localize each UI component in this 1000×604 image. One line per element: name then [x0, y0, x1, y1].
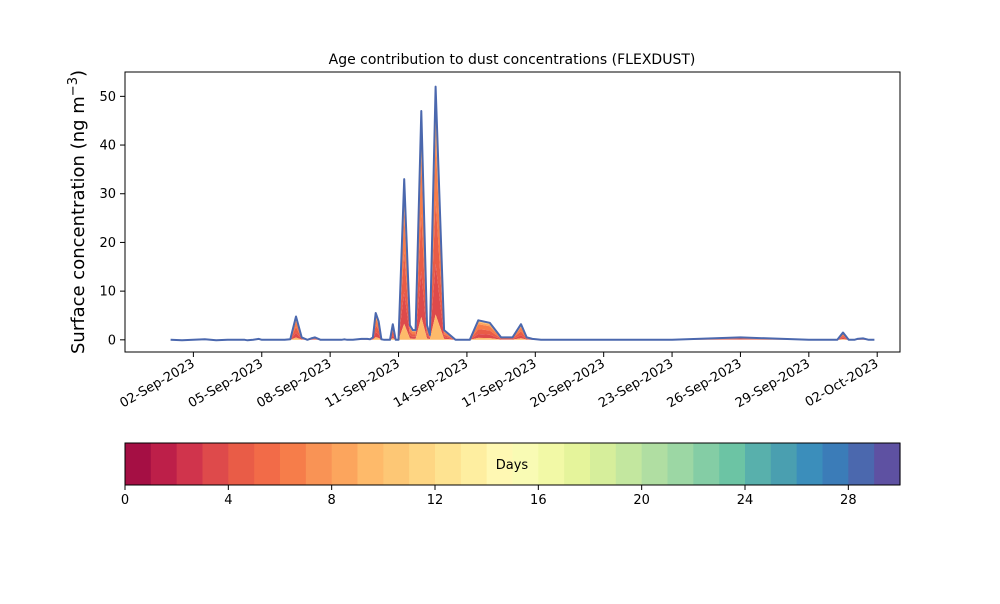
colorbar-cell: [383, 443, 410, 485]
colorbar-cell: [280, 443, 307, 485]
age-fill-band: [170, 137, 875, 341]
colorbar-cell: [770, 443, 798, 485]
colorbar-cell: [822, 443, 849, 485]
colorbar-cell: [874, 443, 901, 485]
y-tick-label: 40: [99, 139, 116, 154]
x-tick-label: 17-Sep-2023: [459, 356, 539, 411]
colorbar-cell: [460, 443, 488, 485]
colorbar-cell: [564, 443, 591, 485]
colorbar-ticks: 0 4 8 12 16 20 24 28: [121, 485, 857, 508]
colorbar-tick-label: 16: [530, 493, 547, 508]
colorbar-cell: [305, 443, 333, 485]
series-line: [170, 85, 875, 342]
y-tick-label: 50: [99, 90, 116, 105]
colorbar-cell: [745, 443, 772, 485]
colorbar-cell: [176, 443, 204, 485]
colorbar-cell: [409, 443, 436, 485]
x-tick-label: 23-Sep-2023: [596, 356, 676, 411]
colorbar-tick-label: 12: [427, 493, 444, 508]
x-axis-ticks: 02-Sep-202305-Sep-202308-Sep-202311-Sep-…: [118, 352, 881, 411]
x-tick-label: 08-Sep-2023: [254, 356, 334, 411]
y-axis-label: Surface concentration (ng m−3): [66, 70, 89, 354]
colorbar-tick-label: 0: [121, 493, 129, 508]
colorbar-cell: [693, 443, 720, 485]
y-axis-label-exponent: −3: [66, 77, 81, 96]
age-fills: [170, 86, 875, 341]
colorbar-cell: [331, 443, 359, 485]
colorbar-cells: [125, 443, 901, 485]
colorbar-cell: [796, 443, 824, 485]
colorbar: Days 0 4 8 12 16 20 24 28: [121, 442, 901, 508]
colorbar-frame: [124, 442, 901, 486]
age-fill-band: [170, 111, 875, 341]
colorbar-cell: [590, 443, 617, 485]
colorbar-cell: [228, 443, 255, 485]
colorbar-cell: [435, 443, 462, 485]
colorbar-tick-label: 24: [737, 493, 754, 508]
plot-area: [124, 71, 901, 353]
colorbar-label: Days: [496, 458, 529, 473]
colorbar-tick-label: 4: [224, 493, 232, 508]
colorbar-cell: [254, 443, 281, 485]
colorbar-cell: [538, 443, 565, 485]
y-axis-label-main: Surface concentration (ng m: [68, 96, 89, 354]
y-axis-label-close: ): [68, 70, 89, 77]
x-tick-label: 05-Sep-2023: [186, 356, 266, 411]
colorbar-cell: [150, 443, 178, 485]
x-tick-label: 02-Oct-2023: [803, 356, 881, 410]
age-fill-band: [170, 200, 875, 341]
colorbar-cell: [615, 443, 643, 485]
colorbar-cell: [719, 443, 746, 485]
x-tick-label: 14-Sep-2023: [391, 356, 471, 411]
age-fill-band: [170, 96, 875, 341]
plot-frame: [124, 71, 901, 353]
x-tick-label: 26-Sep-2023: [665, 356, 745, 411]
colorbar-cell: [486, 443, 514, 485]
x-tick-label: 29-Sep-2023: [733, 356, 813, 411]
colorbar-cell: [667, 443, 694, 485]
colorbar-cell: [848, 443, 875, 485]
colorbar-cell: [641, 443, 669, 485]
x-tick-label: 11-Sep-2023: [323, 356, 403, 411]
x-tick-label: 20-Sep-2023: [528, 356, 608, 411]
y-tick-label: 30: [99, 187, 116, 202]
colorbar-cell: [202, 443, 229, 485]
colorbar-tick-label: 8: [328, 493, 336, 508]
y-tick-label: 20: [99, 236, 116, 251]
colorbar-tick-label: 28: [840, 493, 857, 508]
colorbar-cell: [125, 443, 152, 485]
colorbar-cell: [357, 443, 384, 485]
colorbar-cell: [512, 443, 539, 485]
y-tick-label: 10: [99, 285, 116, 300]
chart-title: Age contribution to dust concentrations …: [329, 52, 696, 68]
age-fill-band: [170, 86, 875, 341]
y-tick-label: 0: [108, 333, 116, 348]
x-tick-label: 02-Sep-2023: [118, 356, 198, 411]
colorbar-tick-label: 20: [633, 493, 650, 508]
y-axis-ticks: 0 10 20 30 40 50: [99, 90, 125, 348]
